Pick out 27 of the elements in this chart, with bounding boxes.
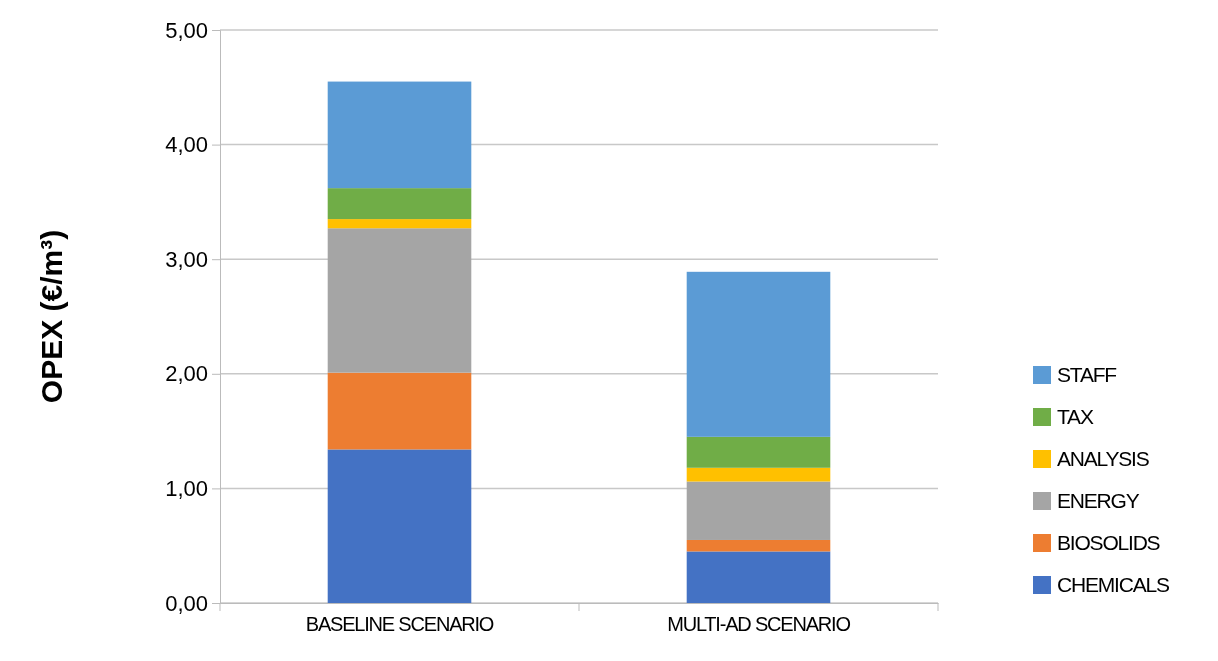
legend-label: TAX	[1057, 405, 1094, 428]
bar	[327, 372, 472, 450]
bar	[686, 436, 831, 468]
bar	[686, 467, 831, 482]
legend-label: STAFF	[1057, 363, 1117, 386]
bar	[686, 271, 831, 437]
legend-label: CHEMICALS	[1057, 573, 1170, 596]
y-tick-label: 4,00	[165, 132, 208, 158]
y-tick-label: 0,00	[165, 590, 208, 616]
y-tick-label: 3,00	[165, 246, 208, 272]
x-tick-label: MULTI-AD SCENARIO	[667, 613, 851, 636]
bar	[686, 539, 831, 552]
y-axis-title: OPEX (€/m³)	[35, 229, 68, 404]
legend-label: BIOSOLIDS	[1057, 531, 1161, 554]
bar	[327, 449, 472, 603]
bar	[327, 81, 472, 189]
y-tick-label: 2,00	[165, 361, 208, 387]
bar	[327, 188, 472, 220]
bar	[686, 481, 831, 540]
legend-label: ANALYSIS	[1057, 447, 1150, 470]
y-tick-label: 1,00	[165, 475, 208, 501]
bar	[686, 551, 831, 603]
legend-label: ENERGY	[1057, 489, 1140, 512]
bar	[327, 228, 472, 373]
x-tick-label: BASELINE SCENARIO	[305, 613, 494, 636]
bar	[327, 219, 472, 229]
y-tick-label: 5,00	[165, 17, 208, 43]
